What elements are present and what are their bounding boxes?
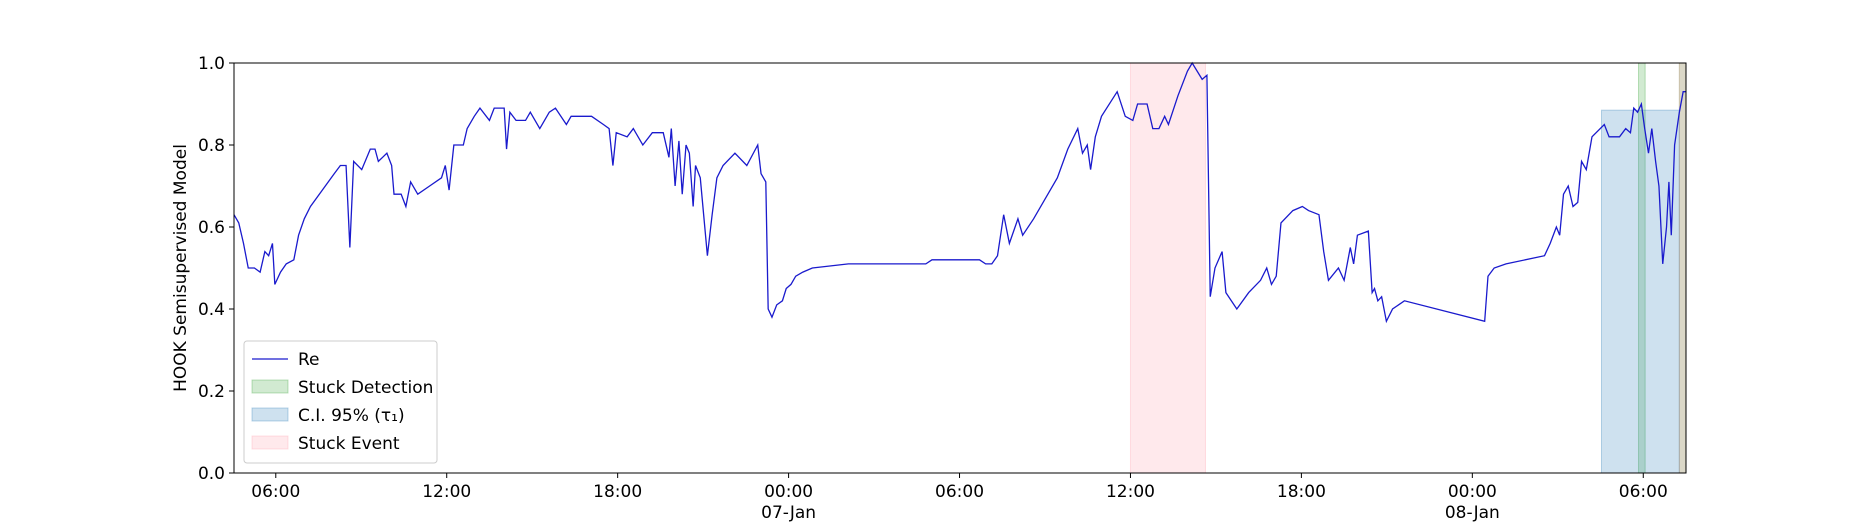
legend-label: C.I. 95% (τ₁) (298, 406, 405, 426)
y-tick-label: 0.4 (198, 300, 225, 320)
span (1678, 62, 1687, 474)
y-tick-label: 0.2 (198, 382, 225, 402)
span (1600, 109, 1680, 474)
span (1129, 62, 1206, 474)
legend-swatch (251, 379, 289, 394)
y-tick-label: 0.8 (198, 136, 225, 156)
x-tick-label: 06:00 (1619, 482, 1668, 502)
x-tick-label: 06:00 (251, 482, 300, 502)
legend-box (243, 340, 438, 464)
x-tick-label: 00:00 08-Jan (1445, 482, 1500, 523)
legend-label: Stuck Event (298, 434, 400, 454)
x-tick-label: 12:00 (1106, 482, 1155, 502)
plot-frame (233, 62, 1687, 474)
y-axis-label: HOOK Semisupervised Model (171, 144, 191, 392)
y-tick-label: 0.0 (198, 464, 225, 484)
data-line (233, 61, 1686, 324)
x-tick-label: 18:00 (593, 482, 642, 502)
x-tick-label: 12:00 (422, 482, 471, 502)
legend-label: Re (298, 350, 320, 370)
x-tick-label: 18:00 (1277, 482, 1326, 502)
x-tick-label: 06:00 (935, 482, 984, 502)
legend-label: Stuck Detection (298, 378, 433, 398)
y-tick-label: 1.0 (198, 54, 225, 74)
legend-swatch (251, 435, 289, 450)
legend-swatch (251, 407, 289, 422)
y-tick-label: 0.6 (198, 218, 225, 238)
